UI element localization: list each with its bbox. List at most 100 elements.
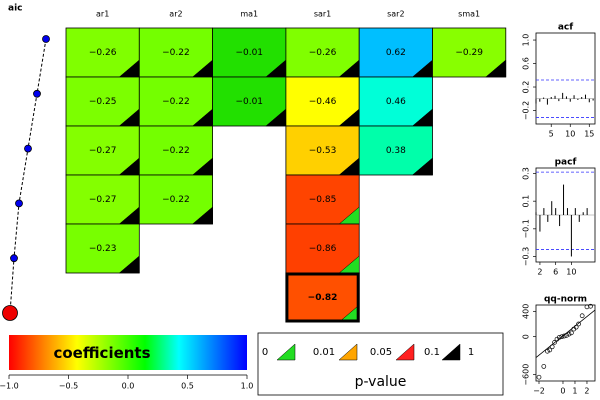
x-tick-label: 1 [572, 387, 577, 396]
column-label: sar1 [314, 10, 331, 19]
p-value-triangle [411, 157, 433, 176]
qq-point [579, 313, 585, 319]
cell-label: −0.23 [89, 244, 117, 254]
x-tick-label: 1.0 [241, 382, 254, 391]
cell-label: −0.29 [455, 48, 483, 58]
cell [138, 76, 214, 127]
y-tick-label: 1.0 [522, 34, 531, 47]
x-tick-label: 0.5 [181, 382, 194, 391]
qq-point [569, 330, 574, 336]
y-tick-label: 0.6 [522, 57, 531, 70]
qq-point [547, 347, 553, 353]
y-tick-label: −0.2 [522, 101, 531, 120]
qq-point [549, 344, 555, 350]
cell [285, 223, 360, 274]
qq-point [552, 340, 557, 345]
legend-label: 0.01 [313, 347, 335, 358]
cell [358, 27, 433, 78]
colorbar [9, 335, 247, 370]
x-tick-label: −2 [533, 387, 545, 396]
y-tick-label: 0.2 [522, 81, 531, 94]
cell [358, 125, 433, 176]
aic-point [10, 254, 18, 263]
column-label: sma1 [458, 10, 480, 19]
panel-title: aic [8, 4, 23, 14]
x-tick-label: 0 [560, 387, 565, 396]
column-label: ar1 [96, 10, 109, 19]
legend-triangle [338, 343, 358, 361]
legend-title: p-value [355, 374, 407, 390]
column-label: ar2 [169, 10, 182, 19]
legend-label: 1 [468, 347, 474, 358]
cell-label: −0.82 [308, 293, 338, 303]
cell [285, 272, 360, 323]
x-tick-label: −0.5 [59, 382, 78, 391]
qq-point [561, 333, 567, 339]
cell-label: −0.26 [89, 48, 117, 58]
qq-point [541, 364, 547, 369]
cell-label: 0.62 [386, 48, 406, 58]
qq-point [588, 303, 593, 309]
cell-label: −0.46 [309, 97, 337, 107]
p-value-triangle [485, 59, 507, 78]
y-tick-label: −600 [522, 364, 531, 386]
cell [65, 223, 140, 274]
x-tick-label: 2 [584, 387, 589, 396]
colorbar-title: coefficients [53, 344, 150, 362]
cell-label: −0.27 [89, 146, 117, 156]
column-label: ma1 [240, 10, 258, 19]
aic-point [15, 199, 23, 208]
x-tick-label: 10 [566, 268, 576, 277]
qq-point [559, 334, 565, 340]
cell-label: −0.53 [309, 146, 337, 156]
panel-frame [535, 304, 596, 382]
x-tick-label: −1.0 [0, 382, 19, 391]
cell-label: −0.27 [89, 195, 117, 205]
panel-title: acf [558, 23, 573, 33]
qq-point [536, 374, 542, 380]
qq-point [576, 321, 581, 327]
cell [358, 76, 433, 127]
cell-label: −0.22 [162, 48, 190, 58]
cell-label: −0.22 [162, 146, 190, 156]
cell [212, 76, 287, 127]
y-tick-label: 0.3 [522, 167, 531, 180]
x-tick-label: 2 [537, 268, 542, 277]
cell [65, 174, 140, 225]
p-value-triangle [118, 255, 140, 274]
qq-point [566, 331, 572, 337]
cell [432, 27, 507, 78]
cell [65, 76, 140, 127]
qq-point [573, 324, 579, 330]
column-label: sar2 [387, 10, 404, 19]
legend-triangle [441, 343, 461, 361]
aic-line [9, 38, 47, 314]
cell-label: 0.38 [386, 146, 406, 156]
cell-label: −0.26 [309, 48, 337, 58]
y-tick-label: −0.3 [522, 247, 531, 266]
aic-point [33, 89, 41, 98]
cell-label: −0.85 [309, 195, 337, 205]
legend-label: 0.05 [370, 347, 392, 358]
legend-label: 0 [262, 347, 268, 358]
x-tick-label: 0.0 [122, 382, 135, 391]
panel-title: pacf [555, 158, 577, 168]
x-tick-label: 10 [565, 130, 575, 139]
cell-label: −0.86 [309, 244, 337, 254]
legend-triangle [276, 343, 296, 361]
legend-frame [257, 332, 504, 396]
highlight-frame [285, 272, 360, 323]
x-tick-label: 6 [553, 268, 558, 277]
cell [285, 27, 360, 78]
cell [138, 174, 214, 225]
cell [285, 125, 360, 176]
aic-point [2, 305, 18, 321]
y-tick-label: 0.1 [522, 195, 531, 208]
cell-label: −0.01 [235, 48, 263, 58]
aic-point [24, 144, 32, 153]
cell-label: −0.25 [89, 97, 117, 107]
qq-point [557, 334, 562, 340]
legend-triangle [395, 343, 415, 361]
y-tick-label: −0.1 [522, 219, 531, 238]
